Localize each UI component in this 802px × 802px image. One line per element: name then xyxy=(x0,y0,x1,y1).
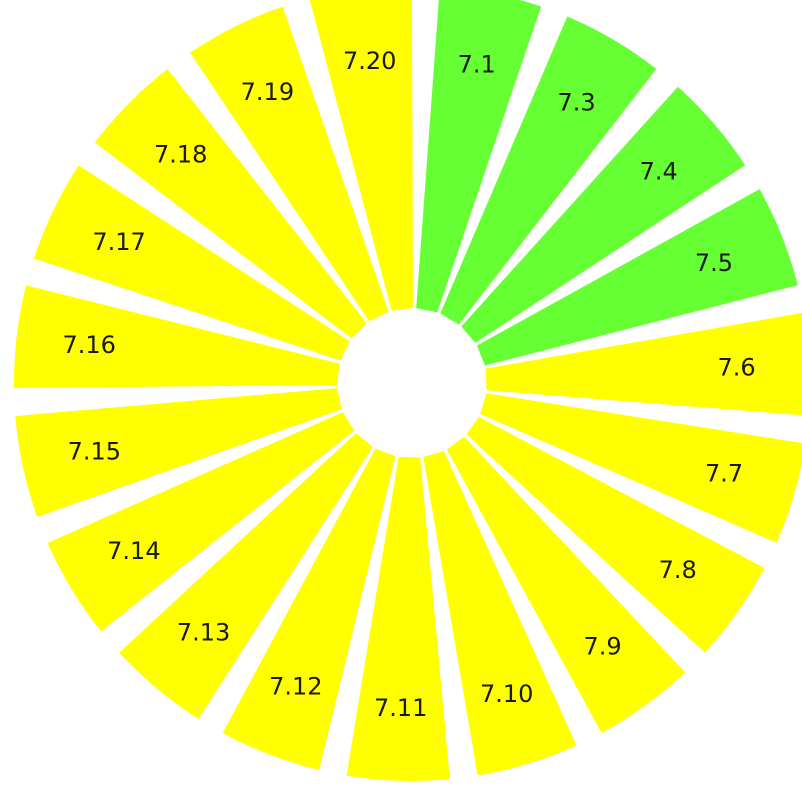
segment-label-7-6: 7.6 xyxy=(718,353,756,381)
segment-wedge-7-7 xyxy=(480,393,802,543)
segment-label-7-3: 7.3 xyxy=(557,89,595,117)
segment-wedge-7-11 xyxy=(346,456,450,782)
segment-wedge-7-5 xyxy=(476,189,798,366)
segment-label-7-12: 7.12 xyxy=(269,673,322,701)
labels-layer: 7.1 7.3 7.4 7.5 7.6 7.7 7.8 7.9 7.10 7.11 7.12 7.13… xyxy=(63,47,756,722)
segment-label-7-1: 7.1 xyxy=(458,50,496,78)
segment-label-7-7: 7.7 xyxy=(705,460,743,488)
segment-wedge-7-1 xyxy=(416,0,542,313)
segment-wedge-7-3 xyxy=(440,16,657,325)
segments-layer xyxy=(13,0,802,782)
segment-label-7-8: 7.8 xyxy=(659,556,697,584)
segment-label-7-14: 7.14 xyxy=(107,537,160,565)
segment-wedge-7-9 xyxy=(446,436,686,733)
segment-label-7-10: 7.10 xyxy=(480,680,533,708)
segment-label-7-15: 7.15 xyxy=(68,438,121,466)
segment-wedge-7-20 xyxy=(309,0,414,311)
segment-wedge-7-4 xyxy=(461,86,746,343)
segment-wedge-7-19 xyxy=(190,6,389,322)
segment-wedge-7-6 xyxy=(485,312,802,416)
segment-wedge-7-18 xyxy=(94,68,367,339)
segment-wedge-7-12 xyxy=(222,448,396,771)
segment-label-7-16: 7.16 xyxy=(63,331,116,359)
segment-label-7-20: 7.20 xyxy=(343,47,396,75)
segment-label-7-5: 7.5 xyxy=(695,249,733,277)
segment-label-7-13: 7.13 xyxy=(177,618,230,646)
segment-wedge-7-17 xyxy=(33,165,350,361)
segment-wedge-7-15 xyxy=(15,388,342,517)
segment-wedge-7-13 xyxy=(119,433,373,719)
segment-label-7-9: 7.9 xyxy=(583,632,621,660)
segment-label-7-18: 7.18 xyxy=(154,141,207,169)
segment-wedge-7-14 xyxy=(47,412,355,632)
segment-wedge-7-10 xyxy=(423,450,577,776)
segment-wedge-7-8 xyxy=(466,416,765,653)
segment-label-7-11: 7.11 xyxy=(374,694,427,722)
segment-label-7-17: 7.17 xyxy=(92,228,145,256)
segment-wedge-7-16 xyxy=(13,285,340,389)
segment-label-7-19: 7.19 xyxy=(241,78,294,106)
segment-label-7-4: 7.4 xyxy=(640,157,678,185)
